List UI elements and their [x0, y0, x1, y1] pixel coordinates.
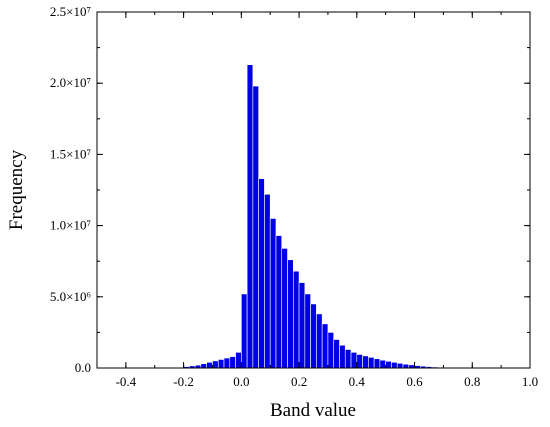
histogram-bar — [362, 355, 369, 369]
histogram-bar — [368, 357, 375, 369]
y-axis-title: Frequency — [6, 149, 27, 230]
x-tick-label: -0.2 — [173, 374, 194, 389]
histogram-bar — [258, 178, 265, 369]
histogram-bar — [217, 359, 225, 369]
histogram-bar — [379, 359, 386, 369]
y-tick-label: 0.0 — [75, 360, 91, 375]
y-tick-label: 5.0×10⁶ — [50, 289, 91, 304]
x-tick-label: 0.4 — [349, 374, 366, 389]
histogram-bar — [212, 360, 219, 369]
y-tick-label: 1.0×10⁷ — [50, 218, 91, 233]
y-tick-label: 2.0×10⁷ — [50, 75, 91, 90]
x-tick-label: -0.4 — [116, 374, 137, 389]
histogram-bar — [287, 259, 294, 369]
histogram-bar — [275, 235, 283, 369]
histogram-bar — [333, 339, 340, 369]
histogram-bar — [292, 270, 300, 369]
x-tick-label: 1.0 — [522, 374, 538, 389]
histogram-bar — [206, 362, 213, 369]
x-tick-label: 0.0 — [233, 374, 249, 389]
histogram-bar — [327, 332, 335, 369]
histogram-bar — [200, 363, 207, 369]
bars-layer — [183, 64, 444, 369]
histogram-bar — [321, 323, 329, 369]
histogram-bar — [223, 357, 231, 369]
histogram-bar — [229, 356, 236, 369]
histogram-bar — [373, 358, 381, 369]
histogram-bar — [304, 293, 311, 369]
histogram-bar — [298, 282, 306, 369]
histogram-bar — [356, 354, 363, 369]
histogram-bar — [246, 64, 254, 369]
y-tick-label: 1.5×10⁷ — [50, 146, 91, 161]
histogram-bar — [402, 363, 410, 369]
histogram-bar — [235, 352, 242, 369]
y-tick-label: 2.5×10⁷ — [50, 4, 91, 19]
histogram-bar — [385, 361, 392, 369]
x-tick-label: 0.6 — [406, 374, 423, 389]
histogram-bar — [252, 85, 259, 369]
histogram-bar — [339, 344, 346, 369]
histogram-bar — [241, 293, 248, 369]
histogram-bar — [264, 193, 271, 369]
x-axis-title: Band value — [270, 400, 356, 421]
histogram-bar — [316, 313, 323, 369]
ticks-layer: -0.4 -0.2 0.0 0.2 0.4 0.6 0.8 1.0 0.0 5.0×10⁶ 1.0×… — [50, 4, 538, 389]
x-tick-label: 0.2 — [291, 374, 307, 389]
histogram-bar — [281, 248, 288, 369]
histogram-bar — [396, 363, 404, 369]
histogram-bar — [350, 352, 358, 369]
histogram-bar — [391, 362, 398, 369]
histogram-bar — [344, 349, 352, 369]
histogram-bar — [310, 303, 317, 369]
histogram-bar — [269, 218, 277, 369]
x-tick-label: 0.8 — [464, 374, 480, 389]
